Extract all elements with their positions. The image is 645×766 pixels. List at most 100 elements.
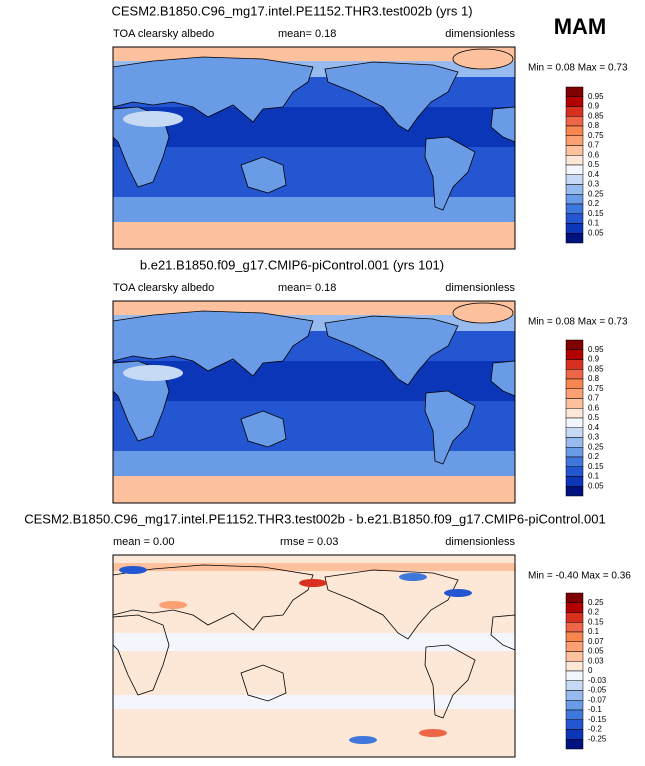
map-frame (112, 46, 516, 250)
colorbar-label: 0.5 (588, 160, 600, 169)
colorbar-box (565, 437, 584, 448)
land (324, 569, 459, 640)
colorbar-box (565, 388, 584, 399)
colorbar-box (565, 466, 584, 477)
land (240, 156, 287, 194)
colorbar-label: 0.4 (588, 423, 600, 432)
colorbar-label: 0.3 (588, 433, 600, 442)
ocean (113, 555, 515, 757)
colorbar-label: 0.2 (588, 452, 600, 461)
anomaly (444, 589, 472, 597)
land (324, 61, 459, 132)
panel-left-label: TOA clearsky albedo (113, 282, 214, 294)
colorbar-box (565, 125, 584, 136)
colorbar-label: 0.95 (588, 345, 604, 354)
land (490, 614, 516, 651)
colorbar-label: 0.8 (588, 121, 600, 130)
colorbar-box (565, 223, 584, 234)
colorbar-label: -0.1 (588, 705, 602, 714)
colorbar-label: -0.15 (588, 715, 607, 724)
colorbar-box (565, 612, 584, 623)
colorbar-box (565, 194, 584, 205)
land (112, 614, 170, 696)
colorbar-label: 0.03 (588, 656, 604, 665)
colorbar-label: 0.75 (588, 384, 604, 393)
colorbar-label: 0.15 (588, 462, 604, 471)
land (112, 56, 314, 123)
band (113, 197, 515, 222)
colorbar-box (565, 739, 584, 750)
anomaly (419, 729, 447, 737)
colorbar-label: 0.1 (588, 219, 600, 228)
colorbar-box (565, 447, 584, 458)
anomaly (299, 579, 327, 587)
band (113, 695, 515, 709)
colorbar-label: 0.7 (588, 141, 600, 150)
season-label: MAM (554, 14, 607, 39)
panel-left-label: TOA clearsky albedo (113, 28, 214, 40)
colorbar-box (565, 690, 584, 701)
colorbar-box (565, 622, 584, 633)
ice (452, 302, 514, 324)
colorbar-box (565, 135, 584, 146)
colorbar-label: 0.7 (588, 394, 600, 403)
anomaly (349, 736, 377, 744)
panel-title: CESM2.B1850.C96_mg17.intel.PE1152.THR3.t… (111, 3, 472, 18)
colorbar-box (565, 164, 584, 175)
colorbar-box (565, 486, 584, 497)
colorbar-box (565, 213, 584, 224)
colorbar-box (565, 155, 584, 166)
panel-title: CESM2.B1850.C96_mg17.intel.PE1152.THR3.t… (24, 511, 606, 526)
colorbar-box (565, 369, 584, 380)
colorbar-box (565, 106, 584, 117)
colorbar-box (565, 641, 584, 652)
band (113, 476, 515, 503)
colorbar-box (565, 145, 584, 156)
colorbar-box (565, 184, 584, 195)
band (113, 451, 515, 476)
colorbar-box (565, 203, 584, 214)
colorbar-box (565, 709, 584, 720)
colorbar-label: 0.25 (588, 442, 604, 451)
colorbar-box (565, 86, 584, 97)
colorbar-box (565, 427, 584, 438)
colorbar-label: 0.07 (588, 637, 604, 646)
colorbar-label: 0.15 (588, 209, 604, 218)
colorbar-label: 0.1 (588, 627, 600, 636)
panel-units: dimensionless (445, 28, 515, 40)
colorbar-box (565, 729, 584, 740)
map (112, 300, 516, 504)
colorbar-box (565, 174, 584, 185)
land (424, 136, 476, 211)
colorbar-label: 0.8 (588, 374, 600, 383)
colorbar-box (565, 96, 584, 107)
colorbar-label: 0.85 (588, 364, 604, 373)
colorbar-box (565, 700, 584, 711)
min-max: Min = -0.40 Max = 0.36 (528, 571, 631, 582)
desert (123, 365, 183, 381)
colorbar-label: 0.05 (588, 228, 604, 237)
land (112, 564, 314, 631)
colorbar-box (565, 592, 584, 603)
colorbar-label: -0.05 (588, 686, 607, 695)
land (490, 360, 516, 397)
colorbar-label: -0.03 (588, 676, 607, 685)
map (112, 554, 516, 758)
min-max: Min = 0.08 Max = 0.73 (528, 63, 628, 74)
colorbar-box (565, 116, 584, 127)
land (240, 664, 287, 702)
panel-center-label: mean= 0.18 (278, 28, 336, 40)
land (424, 390, 476, 465)
colorbar-label: 0.05 (588, 647, 604, 656)
land (240, 410, 287, 448)
colorbar-label: 0.2 (588, 608, 600, 617)
band (113, 633, 515, 651)
colorbar-label: 0.6 (588, 150, 600, 159)
colorbar-label: 0.2 (588, 199, 600, 208)
colorbar-label: 0.5 (588, 413, 600, 422)
colorbar-label: 0 (588, 666, 593, 675)
colorbar-box (565, 670, 584, 681)
colorbar-label: 0.9 (588, 102, 600, 111)
land (112, 310, 314, 377)
